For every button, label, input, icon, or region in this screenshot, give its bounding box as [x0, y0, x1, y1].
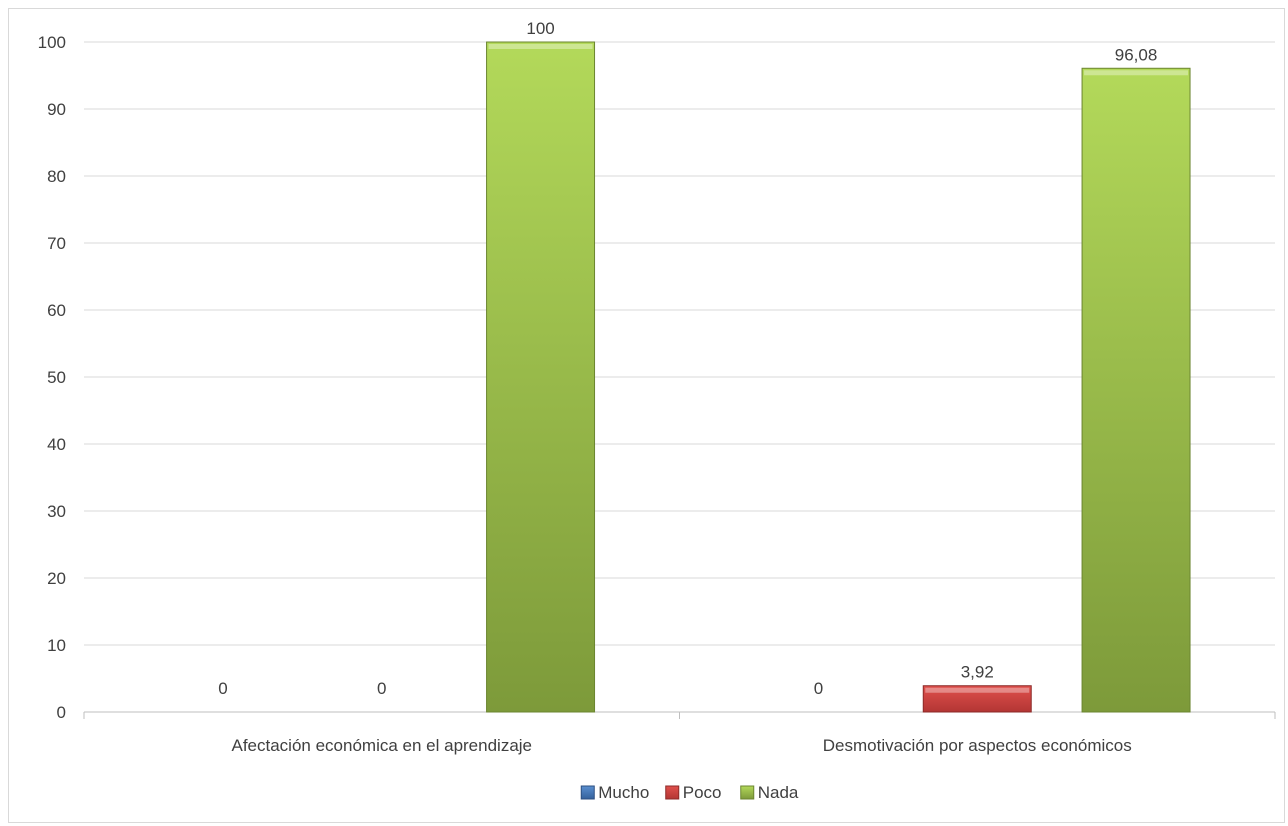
data-label: 0	[814, 679, 823, 698]
bar-bevel	[925, 687, 1030, 693]
data-label: 3,92	[961, 663, 994, 682]
bar-bevel	[488, 44, 593, 49]
bar-chart: 0 10 20 30 40 50 60 70 80 90 100 Afectación económi…	[38, 19, 1276, 802]
legend-label: Nada	[758, 783, 799, 802]
data-label: 100	[526, 19, 554, 38]
data-label: 96,08	[1115, 45, 1158, 64]
legend-swatch-mucho	[580, 785, 595, 800]
bar-poco	[922, 685, 1032, 713]
y-tick-label: 20	[47, 569, 66, 588]
bar-bevel	[1084, 70, 1189, 76]
data-label: 0	[377, 679, 386, 698]
x-category-label: Afectación económica en el aprendizaje	[231, 736, 532, 755]
chart-frame: 0 10 20 30 40 50 60 70 80 90 100 Afectación económi…	[8, 8, 1285, 823]
x-category-label: Desmotivación por aspectos económicos	[823, 736, 1132, 755]
legend: Mucho Poco Nada	[580, 783, 799, 802]
legend-label: Poco	[683, 783, 722, 802]
bar-nada	[1081, 67, 1191, 713]
y-tick-label: 100	[38, 33, 66, 52]
axes: 0 10 20 30 40 50 60 70 80 90 100 Afectación económi…	[38, 33, 1276, 755]
y-tick-label: 0	[57, 703, 66, 722]
y-tick-label: 30	[47, 502, 66, 521]
legend-label: Mucho	[598, 783, 649, 802]
legend-swatch-nada	[740, 785, 755, 800]
legend-swatch-poco	[665, 785, 680, 800]
y-tick-label: 80	[47, 167, 66, 186]
y-tick-label: 90	[47, 100, 66, 119]
y-tick-label: 60	[47, 301, 66, 320]
y-tick-label: 50	[47, 368, 66, 387]
data-labels: 0 0 100 0 3,92 96,08	[218, 19, 1157, 698]
data-label: 0	[218, 679, 227, 698]
bar-nada	[486, 41, 596, 713]
bars	[486, 41, 1191, 713]
gridlines	[84, 41, 1275, 646]
y-tick-label: 70	[47, 234, 66, 253]
y-tick-label: 10	[47, 636, 66, 655]
y-tick-label: 40	[47, 435, 66, 454]
